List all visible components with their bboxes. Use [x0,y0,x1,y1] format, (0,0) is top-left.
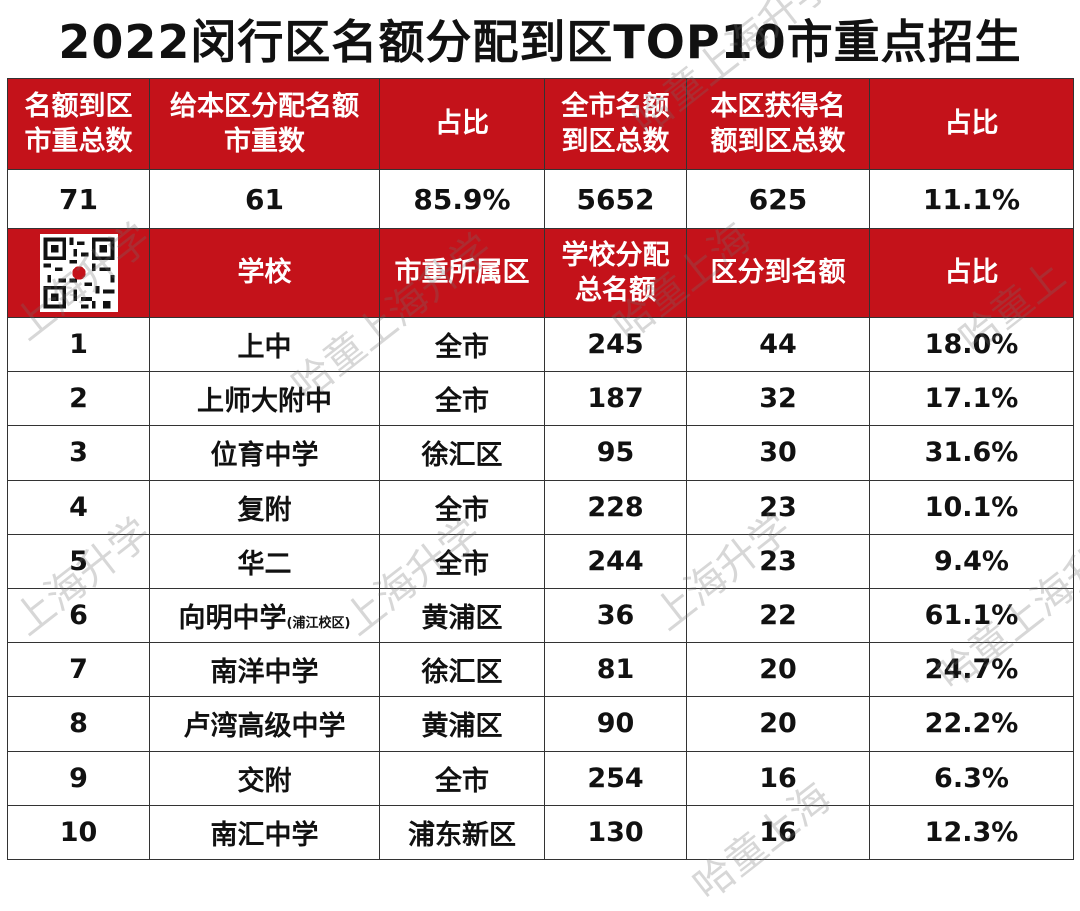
school-cell: 复附 [149,479,380,535]
district-cell: 黄浦区 [379,587,545,644]
district-cell: 浦东新区 [379,804,545,860]
school-cell: 卢湾高级中学 [149,696,380,752]
table-row: 3 位育中学 徐汇区 95 30 31.6% [7,425,1074,481]
quota-cell: 23 [686,479,870,535]
ratio-cell: 61.1% [869,587,1074,644]
table-row: 8 卢湾高级中学 黄浦区 90 20 22.2% [7,696,1074,752]
quota-cell: 30 [686,425,870,481]
rank-cell: 2 [7,371,150,427]
rank-cell: 4 [7,479,150,535]
school-cell: 上师大附中 [149,371,380,427]
total-cell: 254 [544,750,687,806]
rank-cell: 9 [7,750,150,806]
ratio-cell: 6.3% [869,750,1074,806]
school-header-cell: 学校分配 总名额 [544,228,687,318]
ratio-cell: 9.4% [869,533,1074,589]
school-header-cell: 市重所属区 [379,228,545,318]
ratio-cell: 24.7% [869,642,1074,698]
ratio-cell: 31.6% [869,425,1074,481]
school-header-row: 学校 市重所属区 学校分配 总名额 区分到名额 占比 [7,228,1074,318]
school-cell: 上中 [149,316,380,373]
page-title: 2022闵行区名额分配到区TOP10市重点招生 [58,15,1022,69]
rank-cell: 8 [7,696,150,752]
total-cell: 95 [544,425,687,481]
summary-header-cell: 占比 [379,78,545,170]
ratio-cell: 18.0% [869,316,1074,373]
rank-cell: 5 [7,533,150,589]
quota-cell: 20 [686,696,870,752]
summary-header-cell: 给本区分配名额 市重数 [149,78,380,170]
ratio-cell: 10.1% [869,479,1074,535]
table-row: 4 复附 全市 228 23 10.1% [7,479,1074,535]
summary-header-cell: 本区获得名 额到区总数 [686,78,870,170]
summary-row: 71 61 85.9% 5652 625 11.1% [7,169,1074,229]
rank-cell: 6 [7,587,150,644]
total-cell: 130 [544,804,687,860]
summary-header-row: 名额到区 市重总数 给本区分配名额 市重数 占比 全市名额 到区总数 本区获得名 额到区… [7,78,1074,170]
rank-cell: 3 [7,425,150,481]
total-cell: 90 [544,696,687,752]
table-row: 5 华二 全市 244 23 9.4% [7,533,1074,589]
table-row: 7 南洋中学 徐汇区 81 20 24.7% [7,642,1074,698]
school-cell: 南洋中学 [149,642,380,698]
quota-cell: 44 [686,316,870,373]
school-cell: 向明中学(浦江校区) [149,587,380,644]
table-row: 1 上中 全市 245 44 18.0% [7,316,1074,373]
district-cell: 黄浦区 [379,696,545,752]
summary-cell: 61 [149,169,380,229]
district-cell: 全市 [379,371,545,427]
table-row: 10 南汇中学 浦东新区 130 16 12.3% [7,804,1074,860]
school-cell: 位育中学 [149,425,380,481]
district-cell: 全市 [379,750,545,806]
school-header-cell: 区分到名额 [686,228,870,318]
rank-cell: 7 [7,642,150,698]
summary-header-cell: 全市名额 到区总数 [544,78,687,170]
district-cell: 徐汇区 [379,425,545,481]
school-header-cell: 占比 [869,228,1074,318]
table-row: 9 交附 全市 254 16 6.3% [7,750,1074,806]
rank-cell: 1 [7,316,150,373]
total-cell: 36 [544,587,687,644]
qr-cell [7,228,150,318]
table-row: 2 上师大附中 全市 187 32 17.1% [7,371,1074,427]
school-cell: 南汇中学 [149,804,380,860]
summary-cell: 71 [7,169,150,229]
total-cell: 228 [544,479,687,535]
quota-cell: 32 [686,371,870,427]
district-cell: 全市 [379,533,545,589]
qr-code-icon [39,234,118,312]
table-row: 6 向明中学(浦江校区) 黄浦区 36 22 61.1% [7,587,1074,644]
total-cell: 81 [544,642,687,698]
ratio-cell: 22.2% [869,696,1074,752]
summary-cell: 85.9% [379,169,545,229]
quota-cell: 22 [686,587,870,644]
ratio-cell: 12.3% [869,804,1074,860]
school-cell: 交附 [149,750,380,806]
school-cell: 华二 [149,533,380,589]
total-cell: 244 [544,533,687,589]
summary-header-cell: 名额到区 市重总数 [7,78,150,170]
school-header-cell: 学校 [149,228,380,318]
summary-cell: 11.1% [869,169,1074,229]
summary-header-cell: 占比 [869,78,1074,170]
district-cell: 全市 [379,316,545,373]
quota-cell: 20 [686,642,870,698]
enrollment-table: 名额到区 市重总数 给本区分配名额 市重数 占比 全市名额 到区总数 本区获得名 额到区… [7,78,1074,860]
district-cell: 全市 [379,479,545,535]
total-cell: 187 [544,371,687,427]
ratio-cell: 17.1% [869,371,1074,427]
rank-cell: 10 [7,804,150,860]
quota-cell: 23 [686,533,870,589]
total-cell: 245 [544,316,687,373]
district-cell: 徐汇区 [379,642,545,698]
summary-cell: 625 [686,169,870,229]
summary-cell: 5652 [544,169,687,229]
quota-cell: 16 [686,804,870,860]
quota-cell: 16 [686,750,870,806]
